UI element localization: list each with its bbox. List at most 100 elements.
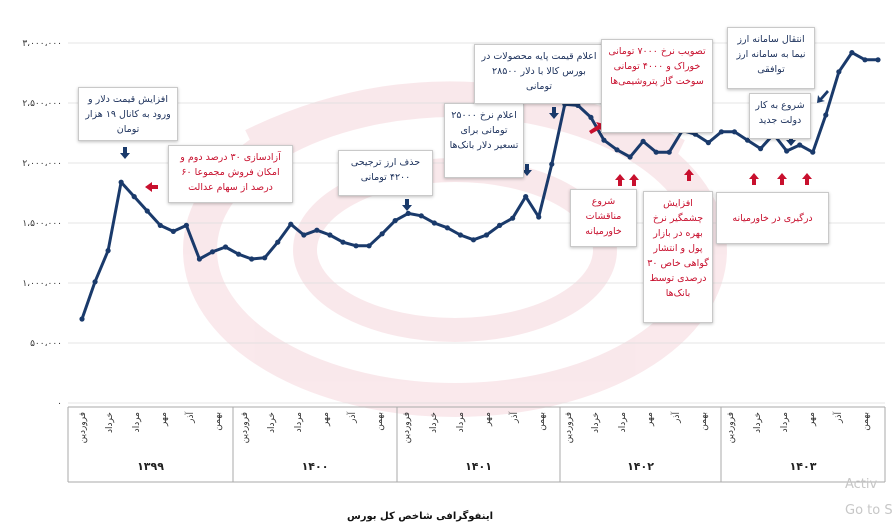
data-point (549, 161, 555, 167)
data-point (457, 232, 464, 238)
activate-windows-watermark: Activ Go to S (845, 472, 893, 524)
data-point (575, 102, 581, 108)
x-tick-label: خرداد (105, 412, 115, 433)
x-tick-label: مرداد (618, 412, 628, 432)
y-tick-label: ۱،۰۰۰،۰۰۰ (22, 279, 62, 289)
data-point (757, 146, 764, 152)
y-tick-label: ۳،۰۰۰،۰۰۰ (22, 39, 62, 49)
x-tick-label: خرداد (429, 412, 439, 433)
arrow-up-icon (749, 173, 759, 185)
data-point (366, 243, 372, 249)
data-point (797, 142, 803, 148)
data-point (301, 232, 307, 238)
x-tick-label: فروردین (78, 412, 88, 443)
data-point (131, 194, 137, 200)
data-points (79, 50, 881, 322)
x-tick-label: فروردین (564, 412, 574, 443)
arrow-up-icon (615, 174, 625, 186)
data-point (744, 137, 751, 143)
data-point (418, 213, 424, 219)
data-point (392, 218, 398, 224)
data-point (875, 57, 881, 63)
y-tick-label: ۲،۵۰۰،۰۰۰ (22, 99, 62, 109)
x-axis: فروردین خرداد مرداد مهر آذر بهمن فروردین خرداد م… (67, 406, 886, 483)
data-point (105, 248, 111, 254)
arrow-left-icon (145, 182, 158, 192)
data-point (640, 138, 646, 144)
data-point (627, 154, 633, 160)
x-tick-label: خرداد (591, 412, 601, 433)
x-tick-label: آذر (670, 412, 682, 424)
data-point (731, 129, 738, 135)
x-tick-label: آذر (346, 412, 358, 424)
x-tick-label: آذر (184, 412, 196, 424)
data-point (705, 140, 711, 146)
data-point (314, 227, 320, 233)
data-point (353, 243, 359, 249)
arrow-up-right-icon (589, 122, 604, 134)
arrow-down-icon (549, 107, 559, 119)
data-point (588, 114, 594, 120)
arrow-down-icon (522, 164, 532, 176)
data-point (836, 69, 842, 75)
y-tick-label: ۱،۵۰۰،۰۰۰ (22, 219, 62, 229)
data-point (653, 149, 659, 155)
x-tick-label: خرداد (267, 412, 277, 433)
year-label: ۱۴۰۰ (302, 460, 329, 473)
x-tick-label: مهر (807, 412, 817, 427)
x-tick-label: بهمن (699, 412, 709, 431)
x-tick-label: فروردین (240, 412, 250, 443)
data-point (510, 215, 516, 221)
data-point (810, 149, 816, 155)
x-tick-label: خرداد (753, 412, 763, 433)
data-point (470, 237, 477, 243)
data-point (196, 256, 203, 262)
data-point (157, 222, 163, 228)
annotation-nima-transfer: انتقال سامانه ارز نیما به سامانه ارز توا… (727, 27, 815, 89)
x-tick-label: مرداد (456, 412, 466, 432)
x-tick-label: مهر (159, 412, 169, 427)
data-point (823, 112, 829, 118)
annotation-petrochemical-feed: تصویب نرخ ۷۰۰۰ تومانی خوراک و ۴۰۰۰ تومان… (601, 39, 713, 133)
data-point (718, 129, 725, 135)
data-point (601, 137, 607, 143)
x-tick-label: آذر (832, 412, 844, 424)
data-point (849, 50, 855, 56)
x-tick-label: بهمن (213, 412, 223, 431)
arrow-up-icon (777, 173, 787, 185)
x-tick-label: مهر (483, 412, 493, 427)
x-tick-label: مهر (321, 412, 331, 427)
y-tick-label: ۲،۰۰۰،۰۰۰ (22, 159, 62, 169)
arrow-up-icon (684, 169, 694, 181)
data-point (209, 249, 216, 255)
data-point (288, 221, 294, 227)
x-tick-label: مرداد (780, 412, 790, 432)
y-axis: ۳،۰۰۰،۰۰۰ ۲،۵۰۰،۰۰۰ ۲،۰۰۰،۰۰۰ ۱،۵۰۰،۰۰۰ ۱،۰۰… (22, 39, 62, 409)
data-point (144, 208, 150, 214)
x-tick-label: مرداد (132, 412, 142, 432)
arrow-down-icon (786, 134, 796, 146)
watermark-line-1: Activ (845, 477, 878, 492)
annotation-dollar-19k: افزایش قیمت دلار و ورود به کانال ۱۹ هزار… (78, 87, 178, 141)
data-point (666, 149, 672, 155)
data-point (536, 214, 542, 220)
data-point (862, 57, 868, 63)
data-point (92, 279, 98, 285)
annotation-edalat-shares: آزادسازی ۳۰ درصد دوم و امکان فروش مجموعا… (168, 145, 293, 203)
data-point (614, 147, 620, 153)
data-point (275, 239, 281, 245)
x-tick-label: بهمن (375, 412, 385, 431)
year-label: ۱۴۰۳ (790, 460, 817, 473)
data-point (523, 194, 529, 200)
arrow-up-icon (802, 173, 812, 185)
data-point (235, 251, 242, 257)
x-tick-label: فروردین (726, 412, 736, 443)
y-tick-label: ۵۰۰،۰۰۰ (30, 339, 62, 349)
data-point (496, 222, 503, 228)
annotation-middle-east-start: شروع مناقشات خاورمیانه (570, 189, 637, 247)
data-point (183, 222, 189, 228)
arrow-down-left-icon (817, 90, 829, 103)
x-tick-label: بهمن (537, 412, 547, 431)
annotation-interest-rate: افزایش چشمگیر نرخ بهره در بازار پول و ان… (643, 191, 713, 323)
year-label: ۱۴۰۲ (627, 460, 654, 473)
